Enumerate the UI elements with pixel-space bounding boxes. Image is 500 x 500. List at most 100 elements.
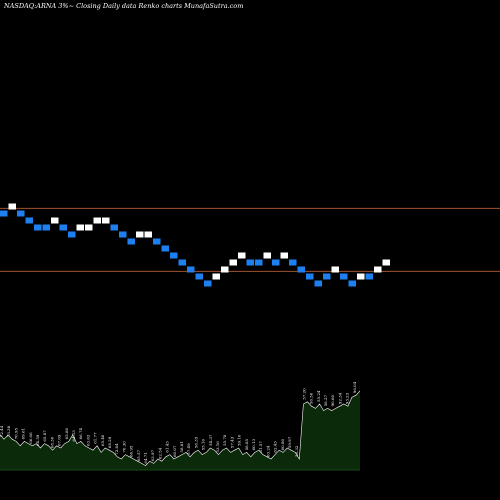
renko-brick [255, 259, 263, 266]
renko-brick [323, 273, 331, 280]
volume-label: 56.56 [309, 392, 314, 404]
renko-brick [314, 280, 322, 287]
renko-brick [68, 231, 76, 238]
renko-brick [263, 252, 271, 259]
renko-brick [348, 280, 356, 287]
chart-title: NASDAQ:ARNA 3%~ Closing Daily data Renko… [3, 2, 243, 10]
renko-brick [238, 252, 246, 259]
volume-label: 65.87 [42, 430, 47, 442]
volume-label: 58.32 [294, 445, 299, 457]
renko-brick [34, 224, 42, 231]
volume-label: 59.97 [287, 436, 292, 448]
volume-label: 63.62 [85, 434, 90, 446]
renko-brick [76, 224, 84, 231]
renko-brick [297, 266, 305, 273]
renko-brick [221, 266, 229, 273]
renko-brick [340, 273, 348, 280]
volume-label: 62.54 [157, 447, 162, 459]
renko-brick [161, 245, 169, 252]
volume-label: 60.07 [172, 445, 177, 457]
volume-label: 65.57 [136, 449, 141, 461]
volume-label: 68.29 [107, 436, 112, 448]
volume-label: 66.06 [28, 432, 33, 444]
volume-label: 64.59 [35, 434, 40, 446]
volume-label: 58.81 [179, 441, 184, 452]
renko-brick [42, 224, 50, 231]
volume-label: 54.37 [208, 434, 213, 446]
renko-brick [136, 231, 144, 238]
renko-brick [331, 266, 339, 273]
volume-label: 65.80 [64, 427, 69, 439]
volume-label: 70.30 [121, 441, 126, 453]
volume-label: 61.57 [258, 441, 263, 453]
volume-label: 60.13 [251, 438, 256, 450]
renko-brick [289, 259, 297, 266]
renko-brick [144, 231, 152, 238]
renko-brick [246, 259, 254, 266]
renko-bricks [0, 203, 390, 287]
volume-label: 63.24 [265, 445, 270, 457]
renko-brick [0, 210, 8, 217]
volume-line [0, 390, 361, 466]
volume-panel [0, 390, 361, 471]
renko-brick [25, 217, 33, 224]
volume-label: 92.34 [337, 392, 342, 404]
volume-label: 59.10 [237, 434, 242, 446]
volume-label: 72.44 [0, 425, 4, 437]
renko-brick [59, 224, 67, 231]
renko-brick [229, 259, 237, 266]
volume-label: 60.80 [280, 438, 285, 450]
renko-brick [306, 273, 314, 280]
volume-area [0, 390, 360, 470]
renko-brick [204, 280, 212, 287]
volume-label: 58.85 [244, 438, 249, 450]
volume-label: 56.35 [193, 436, 198, 448]
volume-label: 57.20 [301, 388, 306, 400]
volume-label: 55.78 [222, 434, 227, 446]
renko-brick [51, 217, 59, 224]
volume-label: 61.43 [165, 441, 170, 453]
renko-brick [102, 217, 110, 224]
volume-label: 61.77 [93, 432, 98, 444]
renko-brick [195, 273, 203, 280]
renko-brick [8, 203, 16, 210]
volume-label: 67.09 [57, 434, 62, 446]
volume-label: 63.97 [150, 449, 155, 461]
renko-brick [272, 259, 280, 266]
renko-brick [119, 231, 127, 238]
renko-brick [365, 273, 373, 280]
renko-brick [280, 252, 288, 259]
renko-brick [85, 224, 93, 231]
volume-label: 64.71 [143, 452, 148, 463]
renko-brick [187, 266, 195, 273]
volume-label: 69.61 [21, 428, 26, 439]
volume-label: 73.38 [6, 425, 11, 437]
volume-label: 55.10 [201, 438, 206, 450]
renko-brick [110, 224, 118, 231]
reference-lines [0, 207, 500, 272]
renko-brick [382, 259, 390, 266]
volume-label: 57.49 [186, 443, 191, 455]
volume-label: 96.04 [352, 381, 357, 393]
volume-label: 58.27 [323, 394, 328, 406]
volume-label: 66.95 [129, 445, 134, 457]
volume-label: 64.13 [71, 430, 76, 442]
volume-labels: 72.44 73.38 70.95 69.61 66.06 64.59 65.8768.30… [0, 381, 357, 463]
renko-brick [357, 273, 365, 280]
volume-label: 90.60 [330, 394, 335, 406]
volume-label: 66.74 [78, 427, 83, 439]
volume-label: 72.84 [114, 443, 119, 455]
renko-brick [153, 238, 161, 245]
volume-label: 65.40 [100, 434, 105, 446]
volume-label: 70.95 [13, 427, 18, 439]
renko-brick [178, 259, 186, 266]
volume-label: 62.43 [273, 441, 278, 453]
volume-label: 93.23 [345, 392, 350, 404]
renko-brick [374, 266, 382, 273]
volume-label: 55.24 [316, 390, 321, 402]
renko-brick [17, 210, 25, 217]
renko-brick [212, 273, 220, 280]
volume-label: 57.43 [229, 436, 234, 448]
renko-brick [127, 238, 135, 245]
